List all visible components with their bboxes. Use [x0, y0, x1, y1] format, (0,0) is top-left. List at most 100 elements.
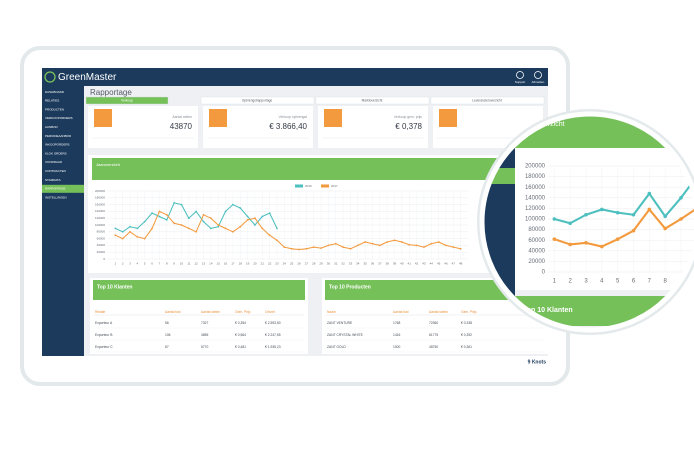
x-tick-label: 13	[202, 261, 206, 265]
table-cell: ZANT VENTURE	[327, 321, 353, 325]
tab-label[interactable]: Leverancieroverzicht	[472, 99, 502, 103]
x-tick-label: 42	[415, 261, 419, 265]
data-point	[202, 213, 205, 216]
data-point	[647, 191, 652, 196]
menu-item[interactable]: PERIODEAANBOD	[45, 134, 72, 138]
x-tick-label: 43	[422, 261, 426, 265]
x-tick-label: 6	[151, 261, 153, 265]
x-tick-label: 28	[312, 261, 316, 265]
data-point	[158, 210, 161, 213]
y-tick-label: 200000	[95, 189, 105, 193]
data-point	[290, 247, 293, 250]
menu-item[interactable]: VOORRAAD	[45, 160, 63, 164]
data-point	[437, 241, 440, 243]
x-tick-label: 38	[386, 261, 390, 265]
table-cell: 61775	[429, 333, 438, 337]
menu-item[interactable]: DASHBOARD	[45, 90, 65, 94]
data-point	[129, 230, 131, 233]
y-tick-label: 160000	[95, 202, 105, 206]
data-point	[187, 227, 190, 230]
table-cell: € 0,354	[235, 321, 246, 325]
x-tick-label: 11	[187, 261, 190, 265]
data-point	[151, 227, 153, 230]
x-tick-label: 45	[437, 261, 441, 265]
table-cell: 5770	[201, 345, 209, 349]
data-point	[239, 225, 242, 228]
data-point	[400, 241, 403, 243]
data-point	[187, 217, 190, 220]
x-tick-label: 21	[261, 261, 265, 265]
data-point	[261, 215, 264, 218]
tab-label[interactable]: Opbrengstrapportage	[242, 99, 273, 103]
menu-item[interactable]: KLOK ORDERS	[45, 151, 67, 155]
x-tick-label: 17	[231, 261, 235, 265]
data-point	[224, 227, 227, 230]
data-point	[349, 247, 352, 250]
logout-link[interactable]: Afmelden	[532, 80, 545, 84]
data-point	[364, 241, 367, 243]
menu-item[interactable]: CONTRACTEN	[45, 169, 66, 173]
x-tick-label: 30	[327, 261, 331, 265]
table-cell: 7327	[201, 321, 209, 325]
data-point	[246, 219, 249, 221]
y-tick-label: 120000	[525, 206, 546, 212]
menu-item[interactable]: RELATIES	[45, 99, 59, 103]
kpi-icon	[209, 109, 227, 127]
chart-header	[92, 158, 548, 180]
x-tick-label: 39	[393, 261, 397, 265]
x-tick-label: 16	[224, 261, 228, 265]
data-point	[631, 228, 636, 233]
logout-icon[interactable]	[534, 71, 542, 79]
x-tick-label: 22	[268, 261, 272, 265]
menu-item[interactable]: STAMDATA	[45, 178, 61, 182]
legend-swatch	[321, 184, 329, 188]
menu-item[interactable]: PRODUCTEN	[45, 107, 64, 111]
tab-label[interactable]: Verkoop	[121, 99, 133, 103]
table-cell: € 0,392	[461, 333, 472, 337]
tab[interactable]	[200, 96, 315, 105]
y-tick-label: 60000	[97, 236, 106, 240]
brand: GreenMaster	[58, 72, 117, 83]
data-point	[261, 227, 264, 230]
tab-label[interactable]: Marktoverzicht	[362, 99, 383, 103]
menu-item[interactable]: RAPPORTAGE	[45, 187, 66, 191]
menu-item[interactable]: INSTELLINGEN	[45, 195, 67, 199]
table-cell: € 0,564	[235, 333, 246, 337]
data-point	[217, 224, 220, 226]
x-tick-label: 14	[209, 261, 213, 265]
menu-item[interactable]: VERKOOPORDERS	[45, 116, 73, 120]
support-link[interactable]: Support	[515, 80, 526, 84]
app-screen: GreenMaster Support Afmelden Rapportage …	[42, 68, 548, 368]
tab[interactable]	[315, 96, 430, 105]
y-tick-label: 40000	[97, 243, 106, 247]
y-tick-label: 180000	[95, 196, 105, 200]
kpi-icon	[94, 109, 112, 127]
data-point	[231, 203, 234, 206]
tab[interactable]	[85, 96, 169, 105]
kpi-value: 43870	[170, 122, 193, 131]
table-cell: ZANT GOLD	[327, 345, 346, 349]
data-point	[268, 234, 271, 237]
kpi-label: Aantal stelen	[172, 115, 192, 119]
menu-item[interactable]: AANBOD	[45, 125, 59, 129]
x-tick-label: 10	[180, 261, 184, 265]
table-cell: 1000	[393, 345, 401, 349]
data-point	[180, 224, 183, 226]
data-point	[195, 210, 198, 213]
data-point	[180, 203, 183, 206]
menu-item[interactable]: INKOOPORDERS	[45, 143, 70, 147]
x-tick-label: 36	[371, 261, 375, 265]
x-tick-label: 8	[663, 279, 667, 285]
support-icon[interactable]	[516, 71, 524, 79]
table-cell: 4855	[201, 333, 209, 337]
y-tick-label: 140000	[95, 209, 105, 213]
data-point	[371, 242, 374, 245]
tab[interactable]	[430, 96, 545, 105]
data-point	[445, 244, 447, 247]
page-title: Rapportage	[90, 88, 132, 97]
data-point	[386, 241, 389, 243]
y-tick-label: 40000	[528, 248, 545, 254]
series-line	[115, 210, 461, 251]
data-point	[679, 196, 683, 200]
kpi-icon	[439, 109, 457, 127]
